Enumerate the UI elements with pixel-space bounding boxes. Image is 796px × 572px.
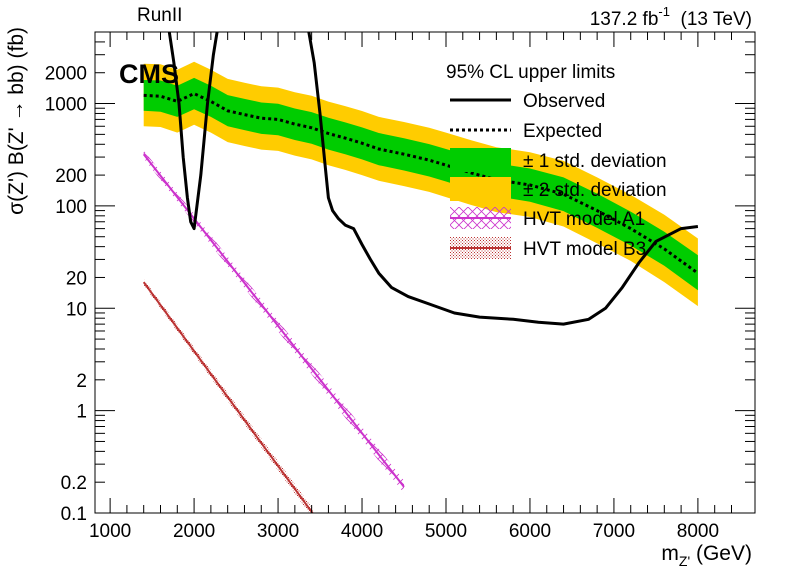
- plot-frame: [94, 31, 756, 514]
- y-tick-label: 1000: [45, 95, 87, 116]
- y-tick-label: 2: [76, 371, 87, 392]
- x-tick-label: 6000: [509, 521, 551, 542]
- y-axis-title: σ(Z') B(Z' → bb) (fb): [5, 27, 28, 215]
- legend-label: Expected: [523, 121, 602, 142]
- run-label: RunII: [137, 5, 182, 26]
- y-axis: 0.1 0.2 1 2 10 20 100 200 1000 2000: [45, 31, 755, 525]
- expected-line: [143, 91, 699, 275]
- observed-line-segment-1: [167, 32, 219, 231]
- hvt-b3-line: [142, 281, 314, 513]
- y-tick-label: 10: [66, 299, 87, 320]
- expected-bands: [143, 61, 698, 307]
- limit-lines: [143, 32, 699, 326]
- y-tick-label: 200: [55, 166, 87, 187]
- legend-label: ± 1 std. deviation: [523, 151, 667, 172]
- x-tick-label: 4000: [341, 521, 383, 542]
- legend-label: HVT model A1: [523, 209, 645, 230]
- x-tick-label: 2000: [173, 521, 215, 542]
- x-axis-unit: (GeV): [696, 542, 752, 565]
- x-tick-label: 8000: [677, 521, 719, 542]
- y-tick-label: 20: [66, 268, 87, 289]
- y-tick-label: 2000: [45, 64, 87, 85]
- lumi-label: 137.2 fb-1 (13 TeV): [590, 4, 752, 30]
- y-tick-label: 0.1: [61, 504, 87, 525]
- lumi-exponent: -1: [658, 4, 670, 19]
- y-tick-label: 100: [55, 197, 87, 218]
- x-axis-subscript: Z': [679, 553, 690, 569]
- observed-line-segment-2: [307, 32, 699, 326]
- legend-1sigma-symbol: [450, 148, 511, 172]
- legend-label: ± 2 std. deviation: [523, 180, 667, 201]
- energy-label: (13 TeV): [681, 9, 752, 30]
- legend-label: HVT model B3: [523, 239, 646, 260]
- band-1sigma: [143, 77, 698, 291]
- x-tick-label: 5000: [425, 521, 467, 542]
- x-tick-label: 3000: [257, 521, 299, 542]
- cms-label: CMS: [119, 59, 179, 89]
- x-tick-label: 1000: [89, 521, 131, 542]
- x-axis-symbol: m: [661, 542, 679, 565]
- x-axis-title: mZ' (GeV): [661, 542, 752, 569]
- x-tick-label: 7000: [593, 521, 635, 542]
- legend: 95% CL upper limits Observed Expected ± 1 …: [446, 62, 667, 260]
- legend-title: 95% CL upper limits: [446, 62, 615, 83]
- legend-label: Observed: [523, 91, 605, 112]
- legend-2sigma-symbol: [450, 177, 511, 201]
- hvt-models: [142, 150, 405, 513]
- x-axis: 1000 2000 3000 4000 5000 6000 7000 8000: [89, 32, 732, 542]
- y-tick-label: 0.2: [61, 473, 87, 494]
- hvt-a1-line: [142, 153, 405, 488]
- y-tick-label: 1: [76, 402, 87, 423]
- lumi-value: 137.2 fb: [590, 9, 659, 30]
